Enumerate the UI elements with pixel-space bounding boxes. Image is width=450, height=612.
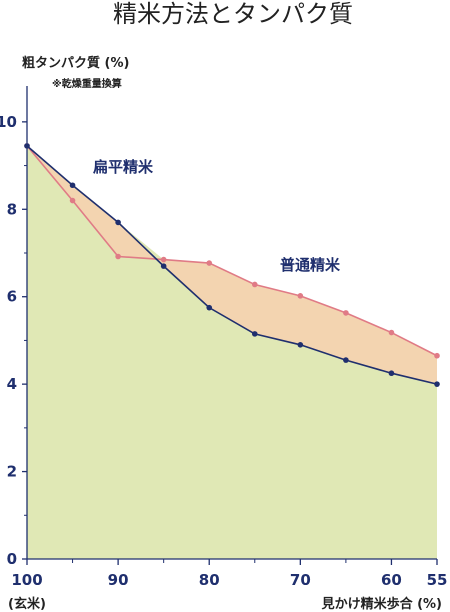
data-point-flat (251, 331, 258, 337)
data-point-normal (343, 310, 349, 316)
x-tick-label: 90 (108, 571, 129, 589)
data-point-flat (24, 143, 30, 149)
data-point-normal (251, 281, 258, 288)
y-tick-label: 8 (7, 200, 17, 218)
data-point-normal (297, 293, 304, 299)
data-point-normal (388, 329, 395, 336)
data-point-flat (115, 219, 121, 226)
y-tick-label: 4 (7, 375, 17, 393)
data-point-normal (206, 260, 213, 266)
x-tick-label: 100 (11, 571, 42, 589)
chart-title: 精米方法とタンパク質 (113, 0, 353, 28)
normal-area (27, 145, 437, 385)
data-point-flat (434, 381, 440, 387)
data-point-normal (160, 256, 167, 263)
data-point-flat (160, 263, 167, 269)
series-line-normal (26, 145, 438, 357)
y-tick-label: 10 (0, 113, 17, 131)
data-point-normal (434, 352, 440, 359)
data-point-flat (206, 304, 213, 311)
x-tick-label: 55 (427, 571, 448, 589)
x-tick-label: 70 (290, 571, 311, 589)
x-tick-label: 80 (199, 571, 220, 589)
data-point-flat (388, 370, 395, 377)
series-line-flat (26, 145, 438, 385)
data-point-normal (115, 253, 121, 260)
series-label-normal: 普通精米 (280, 256, 341, 274)
y-tick-label: 6 (7, 288, 17, 306)
series-label-flat: 扁平精米 (93, 158, 154, 176)
y-tick-label: 2 (7, 463, 17, 481)
y-tick-label: 0 (7, 550, 17, 568)
x-tick-label: 60 (381, 571, 402, 589)
data-point-normal (69, 197, 76, 204)
data-point-flat (69, 182, 76, 189)
y-axis-note: ※乾燥重量換算 (52, 77, 122, 90)
data-point-flat (343, 357, 349, 363)
y-axis-label: 粗タンパク質 (%) (22, 55, 129, 71)
lower-envelope-area (27, 145, 437, 559)
x-end-label: (玄米) (8, 596, 46, 612)
plot-area: 0 2 4 6 8 10 100 90 80 70 60 55 (0, 86, 447, 589)
data-point-flat (297, 342, 304, 348)
x-axis-label: 見かけ精米歩合 (%) (321, 596, 442, 612)
